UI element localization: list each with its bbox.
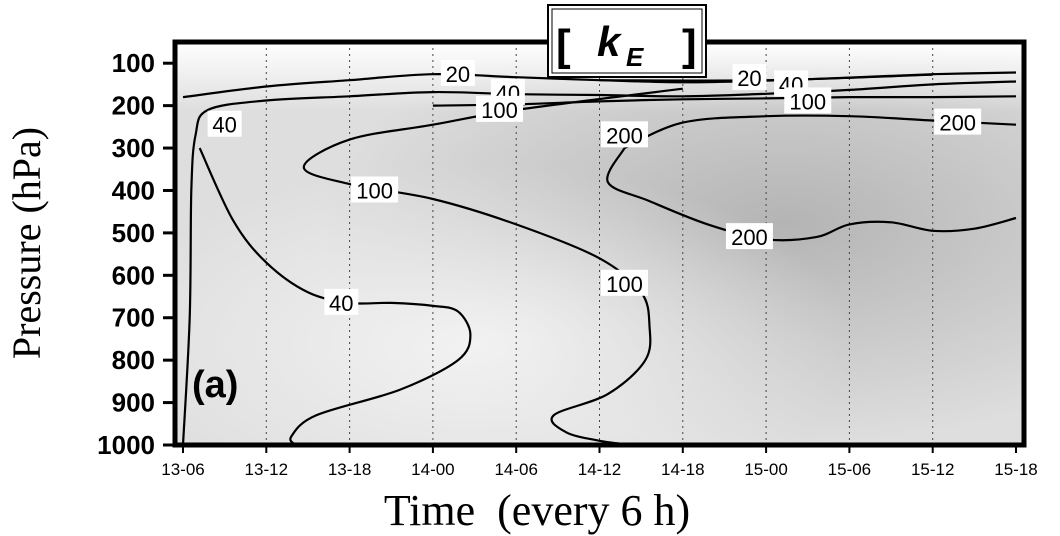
- chart-title: [ k E ]: [547, 4, 707, 78]
- contour-label-20: 20: [446, 62, 470, 87]
- title-symbol: k: [597, 18, 623, 65]
- contour-label-bg-5: [324, 288, 359, 315]
- y-tick-label-100: 100: [112, 48, 155, 78]
- contour-label-100: 100: [789, 89, 826, 114]
- panel-label: (a): [192, 364, 238, 406]
- contour-line-40-3: [198, 147, 472, 446]
- contour-label-bg-6: [476, 95, 524, 122]
- contour-label-bg-0: [440, 59, 475, 86]
- y-tick-label-1000: 1000: [97, 430, 155, 460]
- y-axis: 100 200 300 400 500 600 700 800 900 1000: [97, 48, 175, 460]
- title-box: [547, 4, 707, 78]
- contour-label-200: 200: [606, 123, 643, 148]
- y-tick-label-500: 500: [112, 218, 155, 248]
- x-tick-label-13-18: 13-18: [328, 460, 371, 479]
- contour-label-bg-2: [207, 110, 242, 137]
- contour-label-20: 20: [737, 66, 761, 91]
- contour-line-100-5: [302, 87, 683, 447]
- x-tick-label-15-06: 15-06: [828, 460, 871, 479]
- y-tick-label-600: 600: [112, 260, 155, 290]
- y-axis-title: Pressure (hPa): [4, 127, 49, 359]
- x-tick-label-15-12: 15-12: [911, 460, 954, 479]
- y-tick-label-400: 400: [112, 175, 155, 205]
- y-tick-label-200: 200: [112, 91, 155, 121]
- x-tick-label-14-18: 14-18: [661, 460, 704, 479]
- x-tick-label-14-00: 14-00: [411, 460, 454, 479]
- contour-label-bg-10: [600, 121, 648, 148]
- y-tick-label-800: 800: [112, 345, 155, 375]
- y-tick-label-900: 900: [112, 388, 155, 418]
- x-tick-label-15-00: 15-00: [744, 460, 787, 479]
- title-subscript: E: [626, 42, 644, 72]
- y-tick-label-300: 300: [112, 133, 155, 163]
- contour-line-200-6: [606, 147, 1017, 242]
- title-bracket-close: ]: [682, 21, 697, 70]
- contour-label-bg-9: [600, 269, 648, 296]
- contour-label-40: 40: [329, 291, 353, 316]
- x-tick-label-14-06: 14-06: [494, 460, 537, 479]
- contour-label-bg-1: [732, 64, 767, 91]
- x-axis: 13-06 13-12 13-18 14-00 14-06 14-12 14-18 15-00…: [161, 445, 1038, 479]
- contour-label-200: 200: [939, 111, 976, 136]
- contour-label-bg-7: [784, 87, 832, 114]
- title-box-inner: [551, 8, 703, 74]
- contour-label-200: 200: [731, 225, 768, 250]
- contour-label-100: 100: [481, 98, 518, 123]
- contour-label-bg-8: [351, 176, 399, 203]
- contour-label-100: 100: [356, 178, 393, 203]
- x-axis-title: Time (every 6 h): [384, 486, 690, 535]
- y-tick-label-700: 700: [112, 303, 155, 333]
- x-tick-label-13-06: 13-06: [161, 460, 204, 479]
- x-tick-label-14-12: 14-12: [578, 460, 621, 479]
- x-tick-label-15-18: 15-18: [994, 460, 1037, 479]
- contour-label-100: 100: [606, 272, 643, 297]
- title-bracket-open: [: [556, 21, 571, 70]
- contour-label-40: 40: [212, 113, 236, 138]
- contour-label-bg-11: [934, 108, 982, 135]
- x-tick-label-13-12: 13-12: [245, 460, 288, 479]
- contour-label-bg-12: [725, 223, 773, 250]
